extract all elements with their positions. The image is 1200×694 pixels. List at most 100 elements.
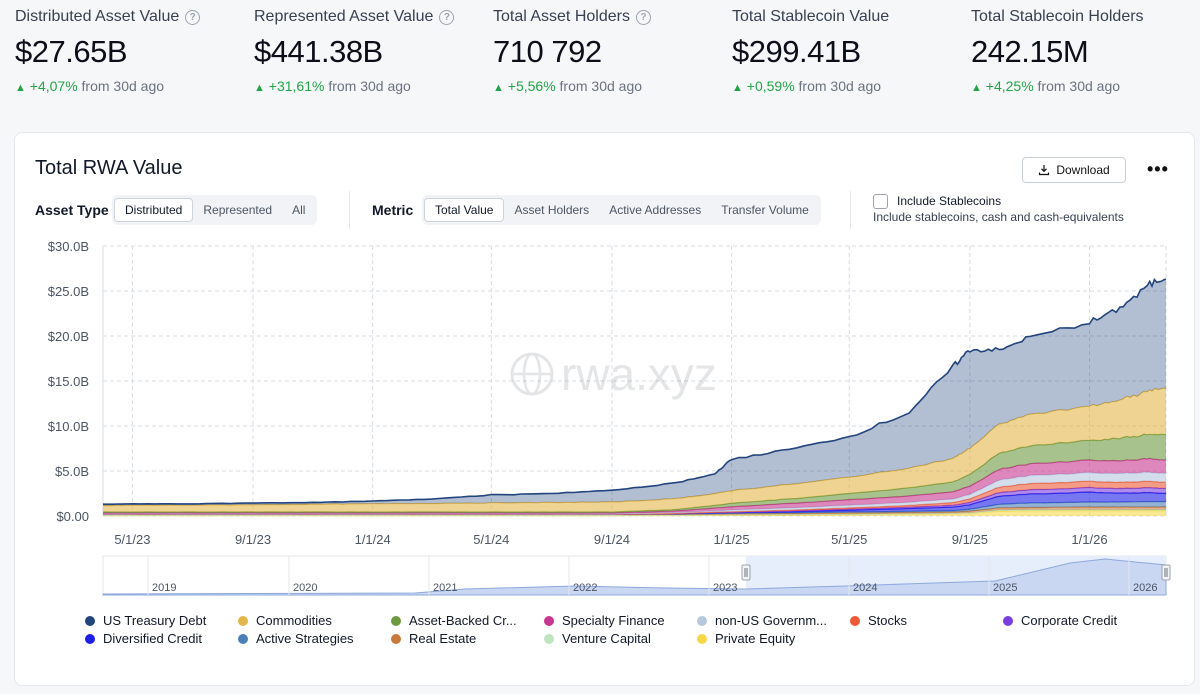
download-label: Download [1056,163,1110,177]
y-tick-label: $25.0B [48,284,89,299]
navigator-tick-label: 2026 [1133,582,1157,594]
navigator-tick-label: 2019 [152,582,176,594]
legend-swatch [238,615,248,626]
legend-label: Specialty Finance [562,613,665,628]
legend-label: Asset-Backed Cr... [409,613,517,628]
y-tick-label: $20.0B [48,329,89,344]
navigator-left-handle[interactable] [741,564,751,581]
legend-swatch [544,615,554,626]
legend-swatch [697,615,707,626]
stats-row: Distributed Asset Value? $27.65B ▲ +4,07… [0,0,1200,120]
legend-swatch [85,615,95,626]
help-icon[interactable]: ? [635,9,651,25]
y-tick-label: $5.0B [55,464,89,479]
stat-title: Total Stablecoin Value [732,8,890,25]
divider [850,191,851,229]
download-button[interactable]: Download [1022,157,1126,183]
y-tick-label: $0.00 [56,509,89,524]
legend-item[interactable]: Active Strategies [238,631,354,646]
stat-title: Represented Asset Value [254,8,434,25]
x-tick-label: 1/1/25 [714,532,750,547]
legend-label: Private Equity [715,631,796,646]
rwa-area-chart[interactable]: $30.0B $25.0B $20.0B $15.0B $10.0B $5.0B $0.00… [15,133,1196,687]
stat-change: ▲ +4,07% from 30d ago [15,78,165,94]
x-tick-label: 9/1/25 [952,532,988,547]
x-tick-label: 5/1/25 [831,532,867,547]
legend-item[interactable]: Stocks [850,613,907,628]
area-corporate-credit [103,487,1166,515]
asset-type-distributed[interactable]: Distributed [114,198,194,222]
legend-item[interactable]: US Treasury Debt [85,613,206,628]
x-tick-label: 1/1/26 [1071,532,1107,547]
legend-swatch [238,633,248,644]
legend-swatch [544,633,554,644]
legend-swatch [697,633,707,644]
y-tick-label: $10.0B [48,419,89,434]
stat-value: 710 792 [493,34,602,69]
area-specialty-finance [103,458,1166,514]
metric-segmented: Total Value Asset Holders Active Address… [422,195,821,225]
y-tick-label: $30.0B [48,239,89,254]
area-commodities [103,388,1166,512]
metric-asset-holders[interactable]: Asset Holders [514,203,590,217]
legend-item[interactable]: Diversified Credit [85,631,202,646]
stat-change: ▲ +4,25% from 30d ago [971,78,1121,94]
x-tick-label: 1/1/24 [355,532,391,547]
x-tick-label: 9/1/24 [594,532,630,547]
stat-distributed-asset-value: Distributed Asset Value? $27.65B ▲ +4,07… [15,8,245,94]
chart-card: Total RWA Value Download ••• Asset Type … [14,132,1195,686]
metric-transfer-volume[interactable]: Transfer Volume [721,203,809,217]
legend-swatch [1003,615,1013,626]
navigator-tick-label: 2025 [993,582,1017,594]
include-stablecoins-checkbox[interactable] [873,194,888,209]
stat-represented-asset-value: Represented Asset Value? $441.38B ▲ +31,… [254,8,484,94]
legend-label: Diversified Credit [103,631,202,646]
stat-total-asset-holders: Total Asset Holders? 710 792 ▲ +5,56% fr… [493,8,723,94]
up-arrow-icon: ▲ [732,82,743,94]
download-icon [1039,165,1050,176]
asset-type-all[interactable]: All [292,203,306,217]
include-stablecoins-label[interactable]: Include Stablecoins [897,194,1002,208]
legend-item[interactable]: Specialty Finance [544,613,665,628]
rwa-watermark: rwa.xyz [510,348,717,400]
legend-swatch [85,633,95,644]
legend-item[interactable]: Venture Capital [544,631,651,646]
stat-total-stablecoin-holders: Total Stablecoin Holders 242.15M ▲ +4,25… [971,8,1200,94]
stat-title: Total Asset Holders [493,8,630,25]
legend-label: US Treasury Debt [103,613,207,628]
help-icon[interactable]: ? [439,9,455,25]
asset-type-represented[interactable]: Represented [203,203,273,217]
asset-type-label: Asset Type [35,202,109,218]
legend-item[interactable]: Private Equity [697,631,795,646]
watermark-text: rwa.xyz [561,348,717,400]
navigator-tick-label: 2020 [293,582,317,594]
include-stablecoins-description: Include stablecoins, cash and cash-equiv… [873,210,1124,224]
legend-item[interactable]: Commodities [238,613,332,628]
legend-item[interactable]: Real Estate [391,631,476,646]
more-options-button[interactable]: ••• [1147,159,1169,179]
navigator-tick-label: 2023 [713,582,737,594]
navigator-tick-label: 2024 [853,582,877,594]
navigator-tick-label: 2021 [433,582,457,594]
legend-item[interactable]: Asset-Backed Cr... [391,613,517,628]
legend-label: Stocks [868,613,908,628]
divider [349,191,350,229]
series-line-us-treasury-debt [102,278,1167,506]
help-icon[interactable]: ? [185,9,201,25]
card-title: Total RWA Value [35,157,183,179]
up-arrow-icon: ▲ [15,82,26,94]
legend-label: non-US Governm... [715,613,827,628]
up-arrow-icon: ▲ [493,82,504,94]
legend-label: Corporate Credit [1021,613,1118,628]
navigator-series [102,558,1167,596]
stat-title: Distributed Asset Value [15,8,180,25]
metric-active-addresses[interactable]: Active Addresses [609,203,702,217]
x-tick-label: 9/1/23 [235,532,271,547]
legend-label: Venture Capital [562,631,651,646]
stat-change: ▲ +5,56% from 30d ago [493,78,643,94]
metric-total-value[interactable]: Total Value [424,198,505,222]
legend-item[interactable]: Corporate Credit [1003,613,1117,628]
area-diversified-credit [103,492,1166,515]
navigator-right-handle[interactable] [1161,564,1171,581]
legend-item[interactable]: non-US Governm... [697,613,827,628]
